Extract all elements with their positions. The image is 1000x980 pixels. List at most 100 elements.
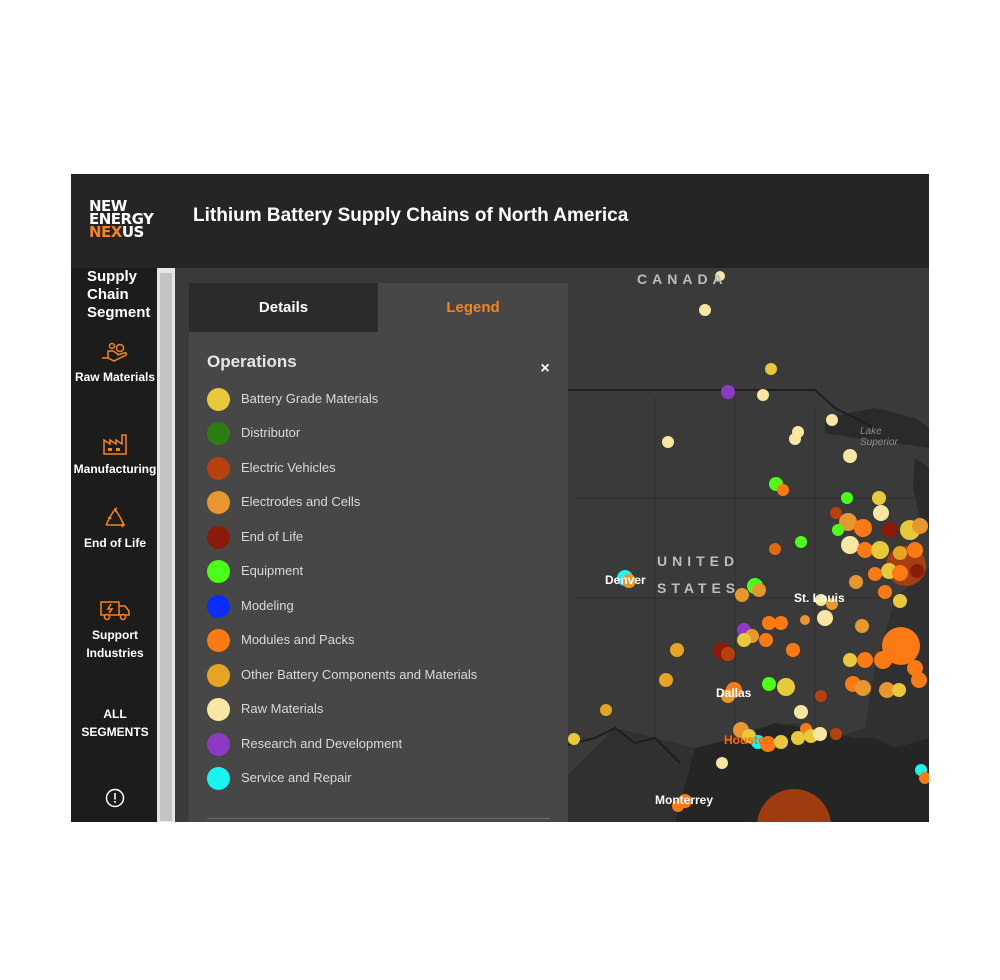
map-point[interactable] xyxy=(841,492,853,504)
legend-label: Research and Development xyxy=(241,736,403,751)
lake-label-superior: Lake Superior xyxy=(860,426,898,448)
sidebar-item-raw-materials[interactable]: Raw Materials xyxy=(71,342,159,386)
map-point[interactable] xyxy=(774,735,788,749)
map-point[interactable] xyxy=(893,546,907,560)
map-point[interactable] xyxy=(715,271,725,281)
map-point[interactable] xyxy=(762,616,776,630)
map-point[interactable] xyxy=(857,542,873,558)
legend-swatch xyxy=(207,388,230,411)
map-point[interactable] xyxy=(868,567,882,581)
sidebar-item-manufacturing[interactable]: Manufacturing xyxy=(71,432,159,478)
map-point[interactable] xyxy=(855,680,871,696)
map-point[interactable] xyxy=(882,522,898,538)
map-point[interactable] xyxy=(721,689,735,703)
map-point[interactable] xyxy=(792,426,804,438)
map-point[interactable] xyxy=(670,643,684,657)
map-point[interactable] xyxy=(791,731,805,745)
legend-swatch xyxy=(207,629,230,652)
map-point[interactable] xyxy=(849,575,863,589)
tab-details[interactable]: Details xyxy=(189,283,378,332)
info-button[interactable] xyxy=(104,787,126,814)
map-point[interactable] xyxy=(721,647,735,661)
map-point[interactable] xyxy=(817,610,833,626)
map-point[interactable] xyxy=(854,519,872,537)
map-point[interactable] xyxy=(839,513,857,531)
map-point[interactable] xyxy=(893,594,907,608)
map-point[interactable] xyxy=(841,536,859,554)
map-point[interactable] xyxy=(769,543,781,555)
legend-swatch xyxy=(207,422,230,445)
state-borders xyxy=(575,398,929,738)
new-energy-nexus-logo[interactable]: NEW ENERGY NEXUS xyxy=(89,199,179,240)
map-point[interactable] xyxy=(871,541,889,559)
map-point[interactable] xyxy=(622,574,636,588)
map-point[interactable] xyxy=(857,652,873,668)
map-point[interactable] xyxy=(777,484,789,496)
logo-line-2: ENERGY xyxy=(89,210,154,228)
map-point[interactable] xyxy=(826,414,838,426)
map-point[interactable] xyxy=(830,728,842,740)
sidebar-item-label: ALL SEGMENTS xyxy=(81,707,149,739)
map-point[interactable] xyxy=(878,585,892,599)
legend-swatch xyxy=(207,526,230,549)
map-point[interactable] xyxy=(919,772,929,784)
map-point[interactable] xyxy=(907,542,923,558)
map-point[interactable] xyxy=(568,733,580,745)
map-point[interactable] xyxy=(760,736,776,752)
map-point[interactable] xyxy=(879,682,895,698)
map-point[interactable] xyxy=(882,627,920,665)
legend-label: Electrodes and Cells xyxy=(241,494,361,509)
legend-label: Battery Grade Materials xyxy=(241,391,379,406)
map-point[interactable] xyxy=(832,524,844,536)
map-point[interactable] xyxy=(721,385,735,399)
close-button[interactable]: × xyxy=(540,360,550,377)
map-point[interactable] xyxy=(757,789,831,822)
map-point[interactable] xyxy=(659,673,673,687)
map-point[interactable] xyxy=(892,683,906,697)
map-point[interactable] xyxy=(786,643,800,657)
map-point[interactable] xyxy=(815,690,827,702)
map-point[interactable] xyxy=(795,536,807,548)
map-point[interactable] xyxy=(872,491,886,505)
map-point[interactable] xyxy=(813,727,827,741)
sidebar-item-support-industries[interactable]: Support Industries xyxy=(71,598,159,662)
tab-legend[interactable]: Legend xyxy=(378,283,568,332)
map-point[interactable] xyxy=(765,363,777,375)
legend-label: Distributor xyxy=(241,425,301,440)
panel-divider xyxy=(207,818,550,819)
sidebar-item-all-segments[interactable]: ALL SEGMENTS xyxy=(71,705,159,741)
sidebar-scrollbar-thumb[interactable] xyxy=(160,273,172,821)
map-point[interactable] xyxy=(777,678,795,696)
map-point[interactable] xyxy=(843,653,857,667)
map-point[interactable] xyxy=(735,588,749,602)
map-point[interactable] xyxy=(774,616,788,630)
map-point[interactable] xyxy=(855,619,869,633)
map-point[interactable] xyxy=(873,505,889,521)
map-point[interactable] xyxy=(912,518,928,534)
map-point[interactable] xyxy=(737,633,751,647)
map-point[interactable] xyxy=(830,507,842,519)
map-point[interactable] xyxy=(911,672,927,688)
map-point[interactable] xyxy=(672,800,684,812)
map-point[interactable] xyxy=(800,615,810,625)
segment-sidebar: Supply Chain Segment Raw Materials Manuf… xyxy=(71,268,159,822)
map-point[interactable] xyxy=(699,304,711,316)
map-point[interactable] xyxy=(759,633,773,647)
map-point[interactable] xyxy=(892,565,908,581)
map-point[interactable] xyxy=(794,705,808,719)
sidebar-item-end-of-life[interactable]: End of Life xyxy=(71,506,159,552)
map-point[interactable] xyxy=(874,651,892,669)
map-point[interactable] xyxy=(826,598,838,610)
map-point[interactable] xyxy=(752,583,766,597)
legend-swatch xyxy=(207,457,230,480)
info-icon xyxy=(105,788,125,808)
map-point[interactable] xyxy=(716,757,728,769)
map-point[interactable] xyxy=(815,594,827,606)
map-point[interactable] xyxy=(757,389,769,401)
map-point[interactable] xyxy=(600,704,612,716)
map-point[interactable] xyxy=(843,449,857,463)
map-point[interactable] xyxy=(662,436,674,448)
map-point[interactable] xyxy=(762,677,776,691)
lake-michigan xyxy=(913,458,929,528)
map-point[interactable] xyxy=(910,564,924,578)
